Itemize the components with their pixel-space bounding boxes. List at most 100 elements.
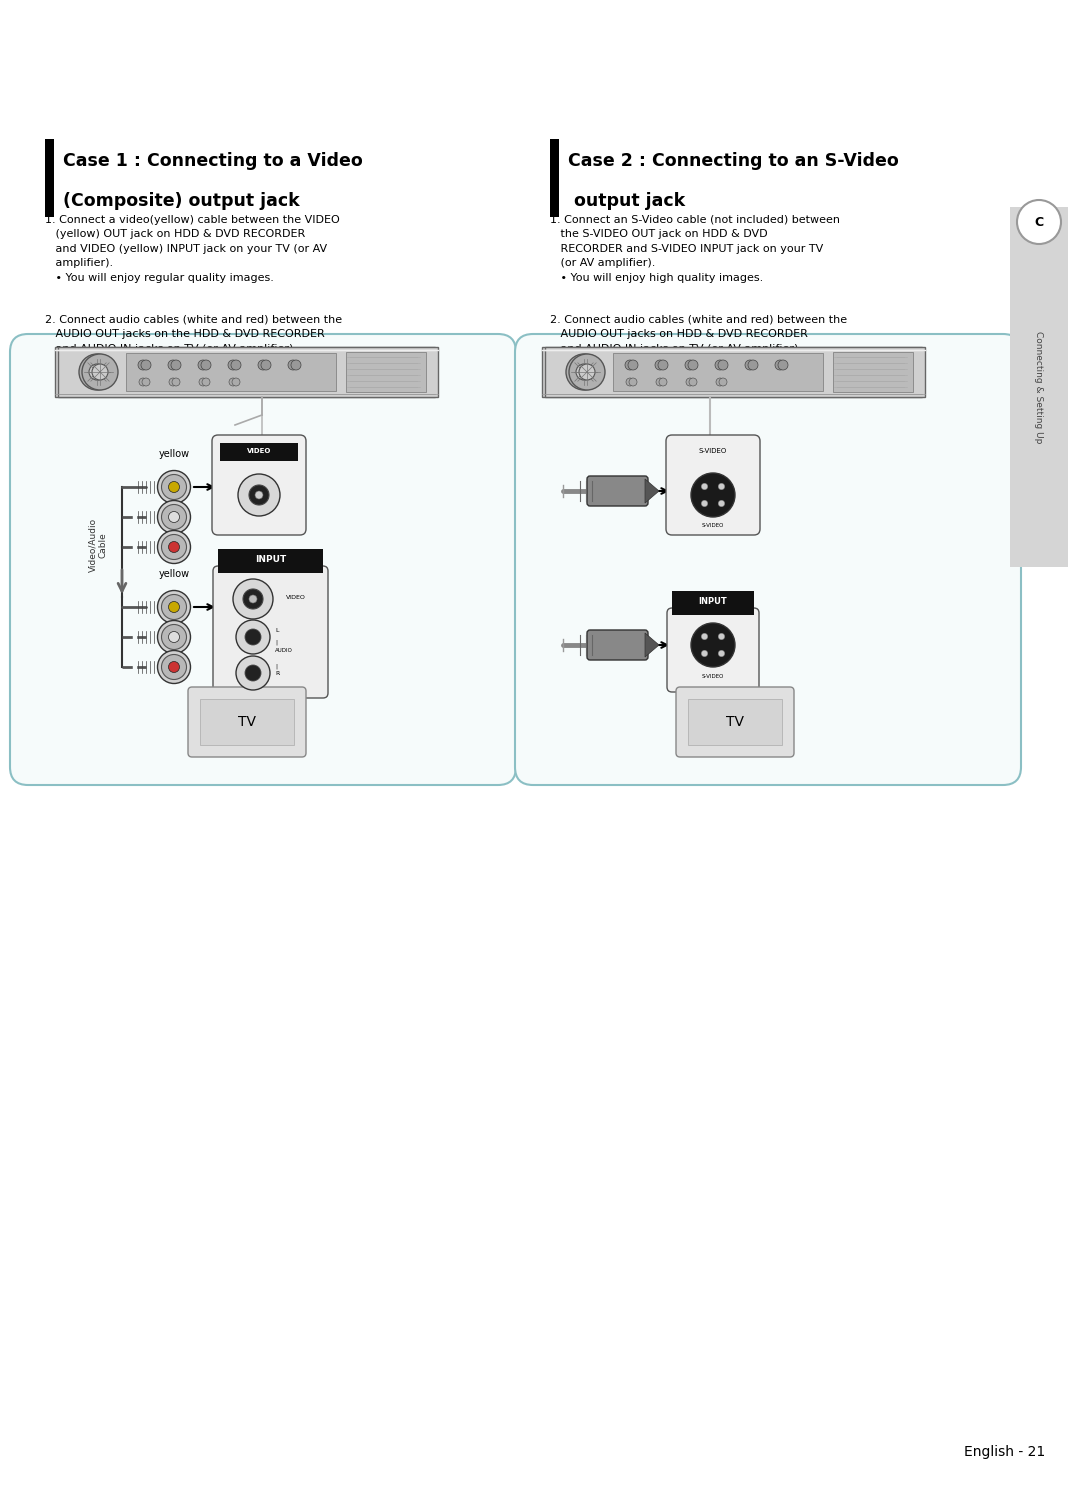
Text: L: L [275,628,279,632]
Circle shape [168,360,178,370]
Circle shape [656,378,664,387]
Circle shape [172,378,180,387]
FancyBboxPatch shape [545,346,924,397]
Circle shape [626,378,634,387]
FancyBboxPatch shape [666,436,760,535]
Circle shape [576,364,592,381]
Text: yellow: yellow [159,449,190,459]
Circle shape [168,662,179,672]
Circle shape [228,360,238,370]
Text: (Composite) output jack: (Composite) output jack [63,192,299,210]
Text: |: | [275,639,276,645]
FancyBboxPatch shape [588,630,648,660]
Circle shape [168,632,179,642]
FancyBboxPatch shape [58,346,438,397]
Circle shape [201,360,211,370]
Circle shape [261,360,271,370]
Circle shape [79,354,114,390]
Circle shape [718,360,728,370]
FancyBboxPatch shape [343,352,423,393]
Circle shape [138,360,148,370]
Circle shape [625,360,635,370]
FancyBboxPatch shape [126,352,336,391]
Circle shape [168,378,177,387]
Circle shape [629,378,637,387]
FancyBboxPatch shape [550,138,559,217]
Circle shape [158,470,190,504]
Circle shape [158,650,190,684]
FancyBboxPatch shape [10,335,516,785]
Text: S-VIDEO: S-VIDEO [699,448,727,454]
FancyBboxPatch shape [212,436,306,535]
Circle shape [158,590,190,623]
Text: 1. Connect a video(yellow) cable between the VIDEO
   (yellow) OUT jack on HDD &: 1. Connect a video(yellow) cable between… [45,216,340,283]
Circle shape [691,623,735,668]
Circle shape [288,360,298,370]
Circle shape [168,541,179,553]
Text: |: | [275,663,276,669]
Circle shape [82,354,118,390]
FancyBboxPatch shape [55,346,435,397]
Circle shape [162,534,187,559]
Circle shape [168,512,179,522]
Circle shape [701,633,707,639]
Polygon shape [645,633,659,657]
Text: Case 1 : Connecting to a Video: Case 1 : Connecting to a Video [63,152,363,170]
FancyBboxPatch shape [346,352,426,393]
Circle shape [199,378,207,387]
Circle shape [579,364,595,381]
Circle shape [202,378,210,387]
Circle shape [255,491,264,500]
Circle shape [231,360,241,370]
Circle shape [237,656,270,690]
Circle shape [627,360,638,370]
FancyBboxPatch shape [831,352,910,393]
Text: Connecting & Setting Up: Connecting & Setting Up [1035,330,1043,443]
Polygon shape [645,479,659,503]
Circle shape [229,378,237,387]
Text: C: C [1035,216,1043,229]
FancyBboxPatch shape [688,699,782,745]
Circle shape [162,595,187,620]
Circle shape [659,378,667,387]
Circle shape [718,633,725,639]
Text: Video/Audio
Cable: Video/Audio Cable [89,517,108,572]
Circle shape [258,360,268,370]
Circle shape [566,354,602,390]
Text: yellow: yellow [159,570,190,578]
FancyBboxPatch shape [676,687,794,757]
Circle shape [232,378,240,387]
Circle shape [718,483,725,489]
Circle shape [237,620,270,654]
Circle shape [718,650,725,657]
FancyBboxPatch shape [45,138,54,217]
FancyBboxPatch shape [672,590,754,616]
Circle shape [139,378,147,387]
Text: S-VIDEO: S-VIDEO [702,523,725,528]
Text: VIDEO: VIDEO [286,595,306,599]
Text: 2. Connect audio cables (white and red) between the
   AUDIO OUT jacks on HDD & : 2. Connect audio cables (white and red) … [550,315,847,369]
Text: INPUT: INPUT [699,598,727,607]
Text: AUDIO: AUDIO [275,648,293,653]
FancyBboxPatch shape [1010,207,1068,567]
Text: TV: TV [238,715,256,729]
FancyBboxPatch shape [588,476,648,506]
Text: TV: TV [726,715,744,729]
Circle shape [654,360,665,370]
FancyBboxPatch shape [200,699,294,745]
Circle shape [168,602,179,613]
Circle shape [778,360,788,370]
Circle shape [141,378,150,387]
Circle shape [701,483,707,489]
FancyBboxPatch shape [213,567,328,697]
Text: INPUT: INPUT [255,555,286,564]
Circle shape [249,485,269,506]
Text: 1. Connect an S-Video cable (not included) between
   the S-VIDEO OUT jack on HD: 1. Connect an S-Video cable (not include… [550,216,840,283]
Circle shape [168,482,179,492]
FancyBboxPatch shape [218,549,323,572]
Circle shape [243,589,264,610]
Circle shape [162,504,187,529]
Circle shape [158,531,190,564]
Circle shape [719,378,727,387]
Circle shape [686,378,694,387]
